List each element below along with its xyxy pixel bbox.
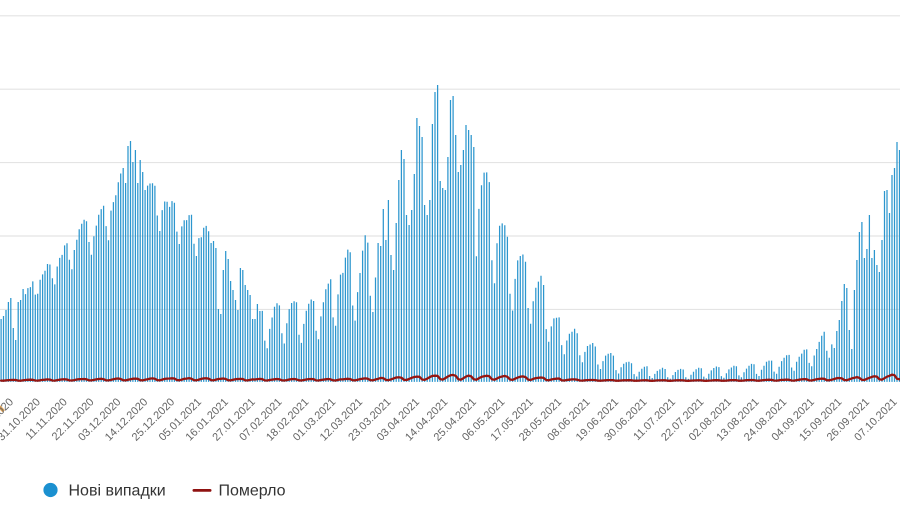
- svg-text:Нові випадки: Нові випадки: [69, 483, 166, 500]
- svg-text:Померло: Померло: [219, 483, 286, 500]
